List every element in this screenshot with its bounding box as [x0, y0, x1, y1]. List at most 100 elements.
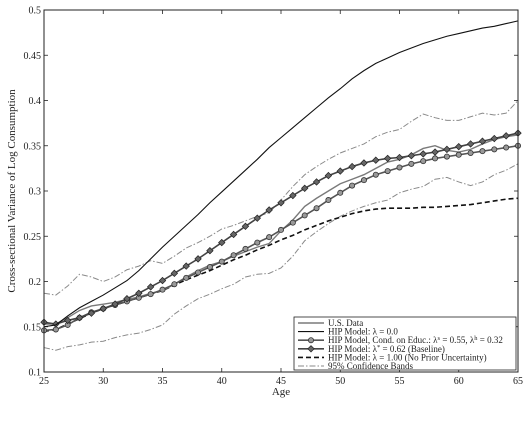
diamond-marker — [324, 171, 333, 180]
diamond-marker — [111, 300, 119, 308]
y-tick-label: 0.3 — [29, 187, 42, 198]
circle-marker — [218, 258, 225, 265]
diamond-marker — [75, 314, 84, 322]
diamond-marker — [466, 140, 475, 148]
x-tick-label: 35 — [158, 376, 168, 387]
diamond-marker — [206, 247, 214, 255]
circle-marker — [349, 182, 356, 189]
series-layer — [40, 20, 522, 351]
legend-circle-marker — [307, 337, 314, 344]
diamond-marker — [123, 295, 131, 303]
legend-label-part: = 0.55, — [440, 335, 470, 345]
x-tick-label: 60 — [454, 376, 464, 387]
circle-marker — [301, 212, 308, 219]
diamond-marker — [372, 156, 380, 164]
legend-entry-label: U.S. Data — [328, 318, 363, 328]
diamond-marker — [265, 206, 273, 214]
legend-label-part: HIP Model: — [328, 327, 373, 337]
circle-marker — [384, 168, 391, 175]
legend-label-part: HIP Model: — [328, 352, 373, 362]
y-tick-label: 0.25 — [24, 232, 42, 243]
legend-label-part: = 0.62 (Baseline) — [380, 344, 445, 354]
series-1 — [43, 20, 519, 328]
x-tick-label: 40 — [217, 376, 227, 387]
circle-marker — [372, 171, 379, 178]
circle-marker — [491, 146, 498, 153]
legend-entry-label: HIP Model, Cond. on Educ.: λs = 0.55, λh… — [328, 335, 503, 346]
circle-marker — [242, 245, 249, 252]
diamond-marker — [64, 316, 72, 325]
series-line — [43, 20, 519, 328]
legend-label-part: * — [377, 343, 380, 350]
circle-marker — [396, 164, 403, 171]
diamond-marker — [99, 304, 107, 313]
legend-entry-label: 95% Confidence Bands — [328, 361, 413, 371]
diamond-marker — [301, 184, 309, 192]
legend-label-part: HIP Model, Cond. on Educ.: — [328, 335, 433, 345]
x-tick-label: 30 — [98, 376, 108, 387]
circle-marker — [254, 239, 261, 246]
diamond-marker — [360, 159, 368, 167]
diamond-marker — [348, 162, 356, 171]
legend-label-part: λ — [433, 335, 438, 345]
diamond-marker — [336, 167, 344, 175]
diamond-marker — [241, 222, 250, 230]
diamond-marker — [289, 191, 297, 200]
y-tick-label: 0.4 — [29, 96, 42, 107]
series-2 — [41, 142, 522, 334]
plot-frame — [43, 9, 519, 373]
circle-marker — [443, 153, 450, 160]
x-tick-label: 55 — [395, 376, 405, 387]
legend-label-part: λ — [373, 352, 378, 362]
legend-label-part: h — [474, 335, 478, 342]
diamond-marker — [383, 154, 392, 163]
diamond-marker — [277, 199, 285, 207]
y-tick-label: 0.45 — [24, 51, 42, 62]
y-tick-label: 0.5 — [29, 6, 42, 17]
x-tick-label: 25 — [39, 376, 49, 387]
circle-marker — [277, 226, 284, 233]
legend-label-part: = 0.0 — [377, 327, 398, 337]
circle-marker — [360, 177, 367, 184]
plot-area — [44, 10, 518, 372]
x-tick-label: 45 — [276, 376, 286, 387]
legend-box — [293, 316, 517, 371]
circle-marker — [147, 291, 154, 298]
diamond-marker — [431, 148, 439, 156]
circle-marker — [230, 252, 237, 259]
circle-marker — [337, 189, 344, 196]
y-tick-label: 0.35 — [24, 141, 42, 152]
diamond-marker — [87, 309, 96, 317]
legend-label-part: λ — [470, 335, 475, 345]
diamond-marker — [158, 276, 167, 285]
diamond-marker — [312, 178, 321, 186]
legend-entry-label: HIP Model: λ* = 0.62 (Baseline) — [328, 343, 445, 354]
diamond-marker — [502, 132, 510, 140]
circle-marker — [325, 197, 332, 204]
legend-label-part: λ — [373, 327, 378, 337]
tick-labels: 25 30 35 40 45 50 55 60 65 0.1 0.15 0.2 0.25 0.3 0.35 0… — [24, 6, 524, 388]
legend-label-part: HIP Model: — [328, 344, 373, 354]
circle-marker — [479, 148, 486, 155]
diamond-marker — [455, 142, 463, 151]
circle-marker — [503, 144, 510, 151]
diamond-marker — [395, 153, 404, 162]
circle-marker — [432, 155, 439, 162]
diamond-marker — [135, 289, 143, 297]
legend-diamond-marker — [307, 345, 315, 353]
series-3 — [40, 129, 522, 328]
diamond-marker — [170, 269, 179, 278]
circle-marker — [455, 151, 462, 158]
x-axis-label: Age — [272, 386, 290, 398]
y-axis-label: Cross-sectional Variance of Log Consumpt… — [6, 89, 18, 293]
diamond-marker — [194, 255, 202, 263]
circle-marker — [313, 205, 320, 212]
legend-entry-label: HIP Model: λ = 0.0 — [328, 327, 398, 337]
diamond-marker — [478, 137, 487, 145]
circle-marker — [171, 281, 178, 288]
y-tick-label: 0.2 — [29, 277, 42, 288]
diamond-marker — [490, 134, 498, 143]
legend-label-part: s — [438, 335, 441, 342]
